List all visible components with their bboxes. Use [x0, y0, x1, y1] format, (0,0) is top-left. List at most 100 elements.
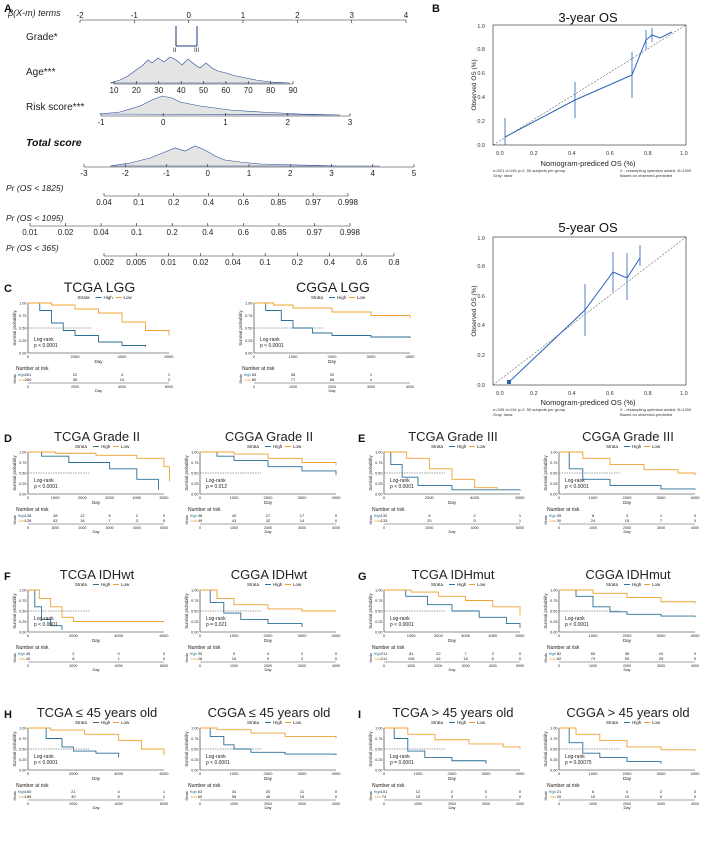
km-risk-title: Number at risk	[16, 507, 49, 513]
km-xtick: 2000	[264, 495, 274, 500]
beta-ticklabel: 4	[404, 11, 409, 20]
km-risk-xtick: 4000	[115, 664, 123, 668]
km-risk-title: Number at risk	[188, 645, 221, 651]
km-risk-high-value: 4	[626, 789, 629, 794]
km-ytick: 0.50	[550, 472, 557, 476]
age-density	[109, 56, 291, 84]
km-risk-xtick: 2000	[434, 664, 442, 668]
pr365-ticklabel: 0.4	[324, 258, 336, 267]
km-risk-xtick: 0	[199, 802, 201, 806]
km-risk-xtick: 4000	[691, 664, 699, 668]
km-risk-low-value: 260	[25, 377, 32, 382]
km-risk-strata: Strata	[544, 653, 548, 662]
km-risk-high-value: 3	[626, 513, 629, 518]
km-risk-high-value: 2	[451, 789, 454, 794]
panel-label-b: B	[432, 3, 440, 15]
calib-3yr-foot-right-a: X - resampling optimism added, B=1000	[620, 168, 692, 173]
km-xtick: 3000	[298, 495, 308, 500]
km-curve-low	[559, 589, 696, 604]
km-risk-high-value: 0	[335, 789, 338, 794]
risk-label: Risk score***	[26, 102, 84, 113]
km-risk-low-label: Low	[191, 795, 198, 799]
km-risk-strata: Strata	[369, 515, 373, 524]
km-risk-low-value: 2	[168, 377, 171, 382]
km-risk-low-value: 15	[625, 518, 630, 523]
km-ytick: 0.75	[19, 737, 26, 741]
pr365-label: Pr (OS < 365)	[6, 243, 59, 253]
km-title: CGGA IDHwt	[231, 567, 308, 582]
km-ytick: 0.25	[550, 482, 557, 486]
km-ylabel: Survival probability	[184, 593, 189, 629]
km-curve-low	[200, 451, 337, 466]
km-ylabel: Survival probability	[368, 731, 373, 767]
km-ytick: 0.50	[375, 472, 382, 476]
beta-ticklabel: 1	[241, 11, 246, 20]
km-xlabel: Day	[264, 638, 273, 643]
km-curve-low	[28, 727, 165, 756]
km-legend-strata: Strata	[606, 444, 619, 449]
km-risk-xtick: 4000	[133, 526, 141, 530]
age-ticklabel: 80	[266, 86, 275, 95]
km-xtick: 3000	[105, 495, 115, 500]
km-risk-xtick: 2000	[78, 526, 86, 530]
km-risk-xtick: 0	[27, 526, 29, 530]
km-xtick: 0	[199, 771, 202, 776]
calib-3yr-foot-left: n=521 d=135 p=2, 50 subjects per group	[493, 168, 566, 173]
km-ytick: 0.25	[245, 339, 252, 343]
km-risk-low-value: 60	[198, 794, 203, 799]
km-xtick: 3000	[657, 633, 667, 638]
svg-text:0.2: 0.2	[477, 353, 485, 359]
km-xtick: 0	[27, 633, 30, 638]
age-ticklabel: 40	[177, 86, 186, 95]
km-xlabel: Day	[264, 776, 273, 781]
km-curve-high	[559, 589, 696, 618]
km-xtick: 0	[27, 495, 30, 500]
km-logrank: Log-rank	[34, 478, 54, 484]
km-legend-low: Low	[652, 720, 661, 725]
svg-text:0.6: 0.6	[606, 151, 614, 157]
km-ylabel: Survival probability	[543, 593, 548, 629]
km-risk-xtick: 0	[383, 802, 385, 806]
km-risk-low-value: 15	[591, 794, 596, 799]
km-risk-xtick: 2000	[69, 664, 77, 668]
km-risk-xtick: 0	[27, 664, 29, 668]
km-ytick: 0.25	[375, 758, 382, 762]
calib-3yr-xlabel: Nomogram-prediced OS (%)	[540, 159, 636, 168]
pr1825-ticklabel: 0.6	[238, 198, 250, 207]
km-curve-low	[200, 727, 337, 739]
risk-ticks: -1 0 1 2 3	[97, 113, 353, 127]
km-risk-xlabel: Day	[623, 529, 630, 534]
km-ytick: 1.00	[375, 451, 382, 455]
pr1825-ticklabel: 0.04	[96, 198, 112, 207]
km-ytick: 0.00	[550, 631, 557, 635]
km-risk-xtick: 2000	[71, 385, 79, 389]
km-risk-high-value: 12	[80, 513, 85, 518]
pr365-ticklabel: 0.02	[193, 258, 209, 267]
km-ylabel: Survival probability	[368, 593, 373, 629]
km-legend-low: Low	[121, 720, 130, 725]
svg-text:0.4: 0.4	[477, 323, 485, 329]
km-risk-low-value: 25	[659, 656, 664, 661]
km-risk-strata: Strata	[185, 653, 189, 662]
km-risk-low-value: 74	[382, 794, 387, 799]
km-risk-low-value: 30	[71, 794, 76, 799]
km-risk-low-value: 0	[335, 656, 338, 661]
km-risk-low-value: 36	[73, 377, 78, 382]
km-risk-high-value: 211	[381, 651, 388, 656]
km-legend-low: Low	[124, 295, 133, 300]
km-risk-xtick: 5000	[160, 526, 168, 530]
km-risk-xtick: 0	[199, 664, 201, 668]
age-ticklabel: 10	[110, 86, 119, 95]
km-logrank: Log-rank	[206, 616, 226, 622]
km-ytick: 0.50	[550, 748, 557, 752]
pr1095-label: Pr (OS < 1095)	[6, 213, 64, 223]
km-xtick: 3000	[482, 771, 492, 776]
pr1825-ticklabel: 0.4	[203, 198, 215, 207]
km-xtick: 2000	[71, 354, 81, 359]
km-ytick: 0.50	[245, 327, 252, 331]
calib-5yr-xticks: 0.0 0.2 0.4 0.6 0.8 1.0	[496, 391, 688, 397]
svg-text:0.8: 0.8	[477, 264, 485, 270]
km-risk-low-value: 0	[694, 794, 697, 799]
